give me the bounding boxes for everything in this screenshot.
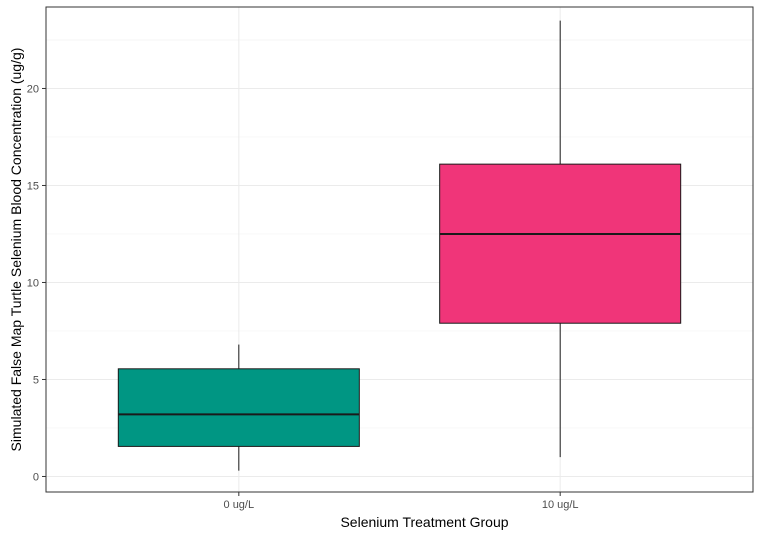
x-axis-title: Selenium Treatment Group xyxy=(340,514,508,530)
y-tick-label: 10 xyxy=(27,277,39,289)
box-iqr xyxy=(439,163,682,324)
y-tick-label: 0 xyxy=(33,471,39,483)
panel-border xyxy=(45,6,754,493)
box-group xyxy=(117,344,360,471)
y-axis-title: Simulated False Map Turtle Selenium Bloo… xyxy=(8,48,24,452)
x-tick-label: 0 ug/L xyxy=(224,499,255,511)
boxes-layer xyxy=(117,20,682,471)
y-tick-label: 5 xyxy=(33,374,39,386)
box-group xyxy=(439,20,682,458)
x-tick-label: 10 ug/L xyxy=(542,499,579,511)
y-tick-label: 20 xyxy=(27,83,39,95)
axes-layer: 0 5 10 15 20 0 ug/L 10 ug/L xyxy=(27,83,579,511)
y-tick-label: 15 xyxy=(27,180,39,192)
box-iqr xyxy=(117,368,360,447)
